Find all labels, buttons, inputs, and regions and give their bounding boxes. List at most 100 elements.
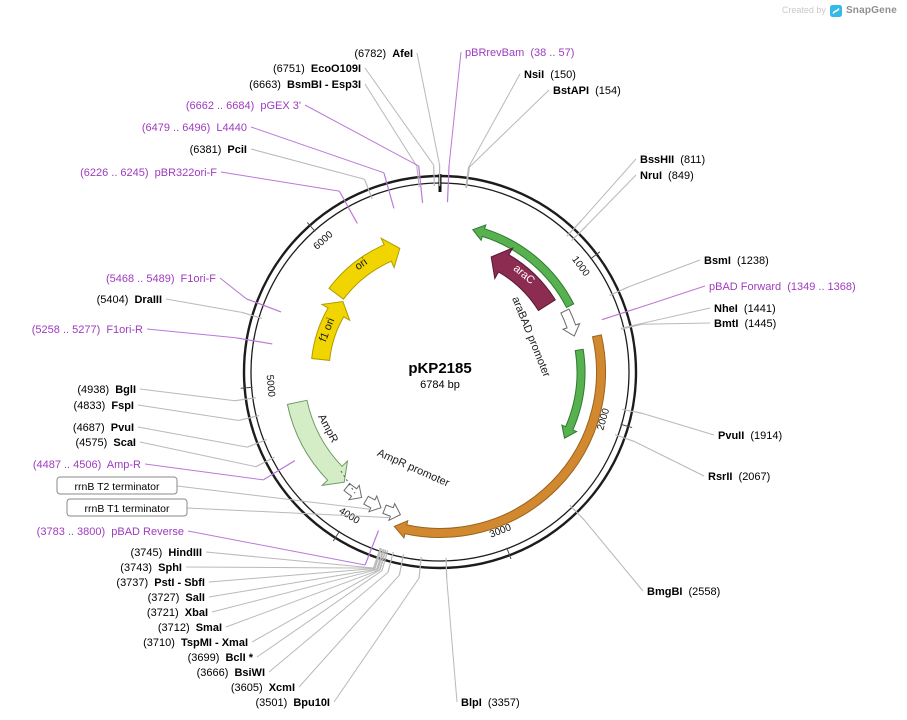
site-label-bsshii[interactable]: BssHII (811) (640, 154, 705, 166)
rrnb-t2-terminator-feature-arrow[interactable] (363, 494, 382, 513)
site-tick (234, 397, 256, 402)
arac-feature-arrow[interactable] (490, 247, 556, 312)
site-label-bpu10i[interactable]: (3501) Bpu10I (255, 697, 330, 709)
site-label-bgli[interactable]: (4938) BglI (77, 384, 136, 396)
terminator-box-text: rrnB T2 terminator (75, 481, 161, 493)
site-label-bsiwi[interactable]: (3666) BsiWI (197, 667, 265, 679)
leader-line (176, 485, 371, 510)
tick-mark (240, 386, 253, 389)
site-label-pvui[interactable]: (4687) PvuI (73, 422, 134, 434)
leader-line (250, 126, 385, 174)
site-label-xcmi[interactable]: (3605) XcmI (231, 682, 295, 694)
site-label-pvuii[interactable]: PvuII (1914) (718, 430, 782, 442)
site-label-nrui[interactable]: NruI (849) (640, 170, 694, 182)
rrnb-t2-terminator-label[interactable]: rrnB T2 terminator (56, 476, 178, 495)
leader-line (364, 67, 435, 166)
site-label-nsii[interactable]: NsiI (150) (524, 69, 576, 81)
leader-line (251, 569, 381, 643)
site-tick (614, 434, 636, 443)
site-label-bcli[interactable]: (3699) BclI * (188, 652, 254, 664)
site-label-rsrii[interactable]: RsrII (2067) (708, 471, 770, 483)
site-label-pbr322ori-f[interactable]: (6226 .. 6245) pBR322ori-F (80, 167, 217, 179)
ampr-promoter-label[interactable]: AmpR promoter (375, 447, 451, 490)
site-label-afei[interactable]: (6782) AfeI (354, 48, 413, 60)
site-tick (241, 311, 263, 319)
site-label-pgex-3[interactable]: (6662 .. 6684) pGEX 3' (186, 100, 301, 112)
site-label-xbai[interactable]: (3721) XbaI (147, 607, 208, 619)
site-label-draiii[interactable]: (5404) DraIII (97, 294, 162, 306)
site-label-f1ori-f[interactable]: (5468 .. 5489) F1ori-F (106, 273, 216, 285)
f1-ori-feature-arrow[interactable] (311, 300, 351, 361)
site-label-sali[interactable]: (3727) SalI (148, 592, 205, 604)
site-tick (398, 554, 405, 576)
leader-line (448, 51, 462, 166)
leader-line (205, 551, 374, 569)
site-tick (571, 225, 587, 242)
site-label-psti-sbfi[interactable]: (3737) PstI - SbfI (116, 577, 205, 589)
site-label-bstapi[interactable]: BstAPI (154) (553, 85, 621, 97)
terminator-box-text: rrnB T1 terminator (85, 503, 171, 515)
site-label-l4440[interactable]: (6479 .. 6496) L4440 (142, 122, 247, 134)
site-label-fspi[interactable]: (4833) FspI (74, 400, 134, 412)
site-tick (255, 456, 275, 468)
rrnb-t1-terminator-feature-arrow[interactable] (382, 502, 402, 522)
ampr-feature-arrow[interactable] (286, 399, 349, 487)
site-label-tspmi-xmai[interactable]: (3710) TspMI - XmaI (143, 637, 248, 649)
leader-line (219, 277, 247, 300)
leader-line (144, 463, 264, 481)
leader-line (636, 285, 706, 309)
site-tick (238, 414, 260, 422)
ori-label[interactable]: ori (353, 256, 370, 273)
site-label-pbad-forward[interactable]: pBAD Forward (1349 .. 1368) (709, 281, 856, 293)
site-label-bmgbi[interactable]: BmgBI (2558) (647, 586, 720, 598)
leader-lines (137, 51, 715, 703)
site-label-ecoo109i[interactable]: (6751) EcoO109I (273, 63, 361, 75)
leader-line (446, 578, 458, 703)
site-label-bmti[interactable]: BmtI (1445) (714, 318, 776, 330)
site-tick (235, 337, 273, 345)
snapgene-logo-icon (829, 4, 842, 17)
site-tick (373, 548, 382, 569)
arabad-promoter-feature-arrow[interactable] (560, 308, 581, 337)
site-label-hindiii[interactable]: (3745) HindIII (131, 547, 202, 559)
site-label-f1ori-r[interactable]: (5258 .. 5277) F1ori-R (32, 324, 143, 336)
arac-transcript-feature-arrow[interactable] (471, 224, 575, 309)
leader-line (139, 441, 257, 468)
leader-line (304, 104, 419, 167)
site-label-scai[interactable]: (4575) ScaI (76, 437, 137, 449)
site-tick (383, 172, 395, 209)
rrnb-t1-terminator-label[interactable]: rrnB T1 terminator (66, 498, 188, 517)
site-tick (446, 165, 450, 203)
site-label-bsmbi-esp3i[interactable]: (6663) BsmBI - Esp3I (249, 79, 361, 91)
site-tick (416, 166, 420, 188)
tick-label: 1000 (569, 254, 591, 279)
site-tick (620, 323, 642, 330)
site-tick (381, 550, 389, 571)
watermark-brand: SnapGene (845, 4, 897, 16)
site-label-bsmi[interactable]: BsmI (1238) (704, 255, 769, 267)
plasmid-size: 6784 bp (420, 379, 460, 391)
site-label-amp-r[interactable]: (4487 .. 4506) Amp-R (33, 459, 141, 471)
plasmid-title-block: pKP2185 6784 bp (350, 360, 530, 391)
site-label-blpi[interactable]: BlpI (3357) (461, 697, 520, 709)
leader-line (185, 566, 374, 569)
leader-line (641, 322, 711, 325)
site-label-smai[interactable]: (3712) SmaI (158, 622, 222, 634)
leader-line (208, 568, 377, 598)
large-orf-feature-arrow[interactable] (393, 334, 606, 540)
site-label-pcii[interactable]: (6381) PciI (190, 144, 247, 156)
restriction-site-labels: (6782) AfeI (6751) EcoO109I (6663) BsmBI -… (32, 47, 856, 709)
site-tick (364, 530, 380, 566)
site-label-sphi[interactable]: (3743) SphI (120, 562, 182, 574)
right-transcript-feature-arrow[interactable] (561, 348, 586, 439)
site-tick (387, 551, 394, 573)
site-label-pbrrevbam[interactable]: pBRrevBam (38 .. 57) (465, 47, 574, 59)
site-label-pbad-reverse[interactable]: (3783 .. 3800) pBAD Reverse (37, 526, 184, 538)
leader-line (220, 171, 340, 192)
leader-line (208, 568, 375, 583)
ori-feature-arrow[interactable] (328, 237, 401, 300)
ampr-promoter-feature-arrow[interactable] (343, 482, 363, 501)
site-tick (433, 165, 435, 187)
site-label-nhei[interactable]: NheI (1441) (714, 303, 776, 315)
